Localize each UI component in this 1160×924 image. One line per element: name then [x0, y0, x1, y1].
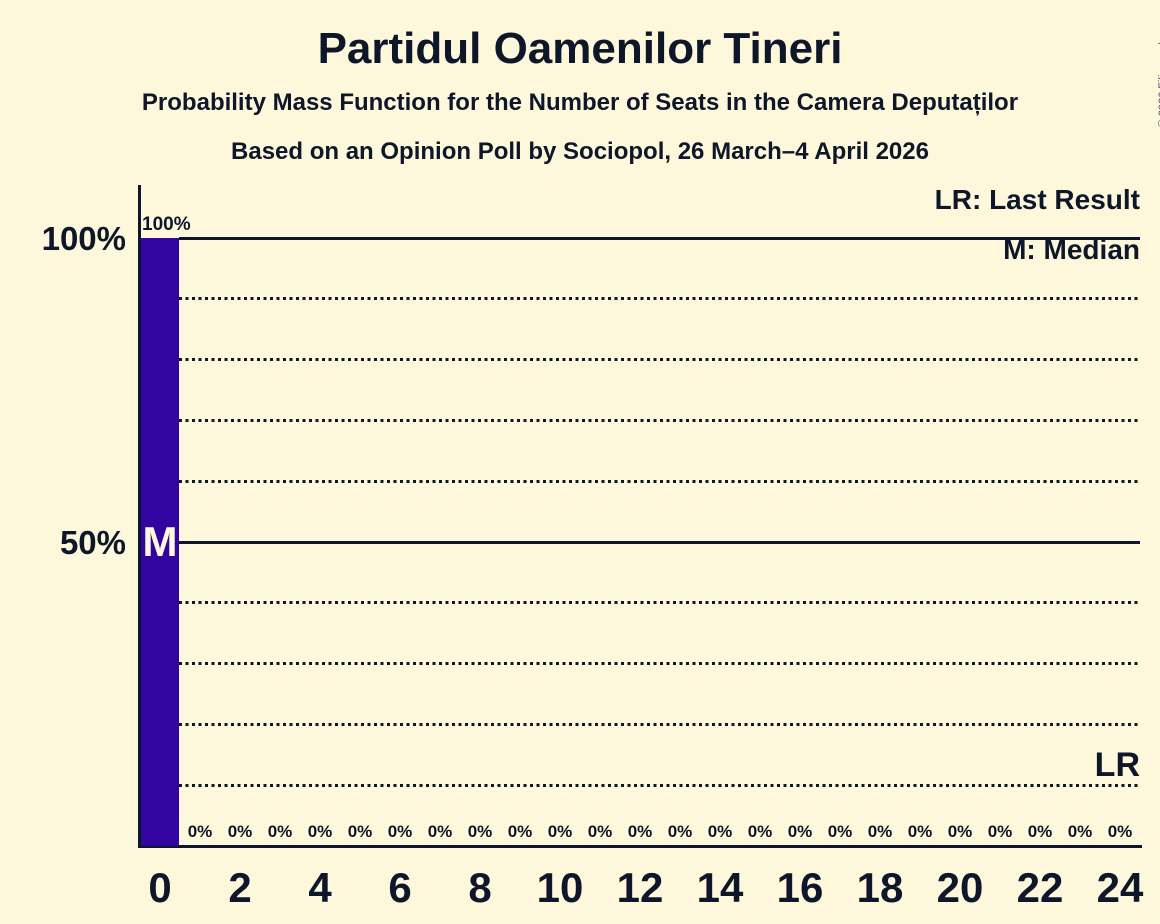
zero-value-label: 0% — [307, 822, 333, 841]
x-axis-line — [138, 845, 1142, 848]
zero-value-label: 0% — [467, 822, 493, 841]
zero-value-label: 0% — [667, 822, 693, 841]
x-axis-tick-label-6: 6 — [388, 864, 412, 911]
gridline-solid-50 — [179, 540, 1140, 544]
x-axis-tick-label-22: 22 — [1016, 864, 1064, 911]
gridline-dotted-60 — [179, 479, 1140, 483]
last-result-label: LR — [1094, 746, 1140, 784]
gridline-dotted-40 — [179, 601, 1140, 605]
gridline-dotted-10 — [179, 783, 1140, 787]
zero-value-label: 0% — [947, 822, 973, 841]
x-axis-tick-label-2: 2 — [228, 864, 252, 911]
zero-value-label: 0% — [707, 822, 733, 841]
zero-value-label: 0% — [1067, 822, 1093, 841]
zero-value-label: 0% — [627, 822, 653, 841]
zero-value-label: 0% — [907, 822, 933, 841]
zero-value-label: 0% — [427, 822, 453, 841]
gridline-dotted-90 — [179, 297, 1140, 301]
gridline-dotted-70 — [179, 418, 1140, 422]
zero-value-label: 0% — [1027, 822, 1053, 841]
x-axis-tick-label-20: 20 — [936, 864, 984, 911]
gridline-dotted-30 — [179, 662, 1140, 666]
gridline-solid-100 — [179, 236, 1140, 240]
zero-value-label: 0% — [587, 822, 613, 841]
zero-value-label: 0% — [747, 822, 773, 841]
chart-title: Partidul Oamenilor Tineri — [317, 24, 843, 73]
zero-value-label: 0% — [507, 822, 533, 841]
zero-value-label: 0% — [267, 822, 293, 841]
bar-value-label: 100% — [142, 214, 191, 235]
x-axis-tick-label-24: 24 — [1096, 864, 1144, 911]
pmf-bar-seat-0 — [141, 238, 179, 846]
zero-value-label: 0% — [787, 822, 813, 841]
zero-value-label: 0% — [547, 822, 573, 841]
x-axis-tick-label-16: 16 — [776, 864, 824, 911]
zero-value-label: 0% — [1107, 822, 1133, 841]
chart-subtitle: Probability Mass Function for the Number… — [141, 89, 1019, 116]
gridline-dotted-80 — [179, 358, 1140, 362]
x-axis-tick-label-0: 0 — [148, 864, 172, 911]
x-axis-tick-label-10: 10 — [536, 864, 584, 911]
zero-value-label: 0% — [387, 822, 413, 841]
zero-value-label: 0% — [347, 822, 373, 841]
x-axis-tick-label-8: 8 — [468, 864, 492, 911]
zero-value-label: 0% — [227, 822, 253, 841]
x-axis-tick-label-14: 14 — [696, 864, 744, 911]
x-axis-tick-label-18: 18 — [856, 864, 904, 911]
zero-value-label: 0% — [827, 822, 853, 841]
zero-value-label: 0% — [867, 822, 893, 841]
x-axis-tick-label-4: 4 — [308, 864, 332, 911]
chart-poll-info: Based on an Opinion Poll by Sociopol, 26… — [231, 138, 929, 165]
median-marker: M — [142, 518, 178, 565]
x-axis-tick-label-12: 12 — [616, 864, 664, 911]
gridline-dotted-20 — [179, 722, 1140, 726]
y-axis-line — [138, 185, 141, 848]
y-axis-tick-100: 100% — [41, 220, 126, 257]
legend-last-result: LR: Last Result — [934, 184, 1140, 215]
zero-value-label: 0% — [987, 822, 1013, 841]
y-axis-tick-50: 50% — [59, 524, 126, 561]
zero-value-label: 0% — [187, 822, 213, 841]
